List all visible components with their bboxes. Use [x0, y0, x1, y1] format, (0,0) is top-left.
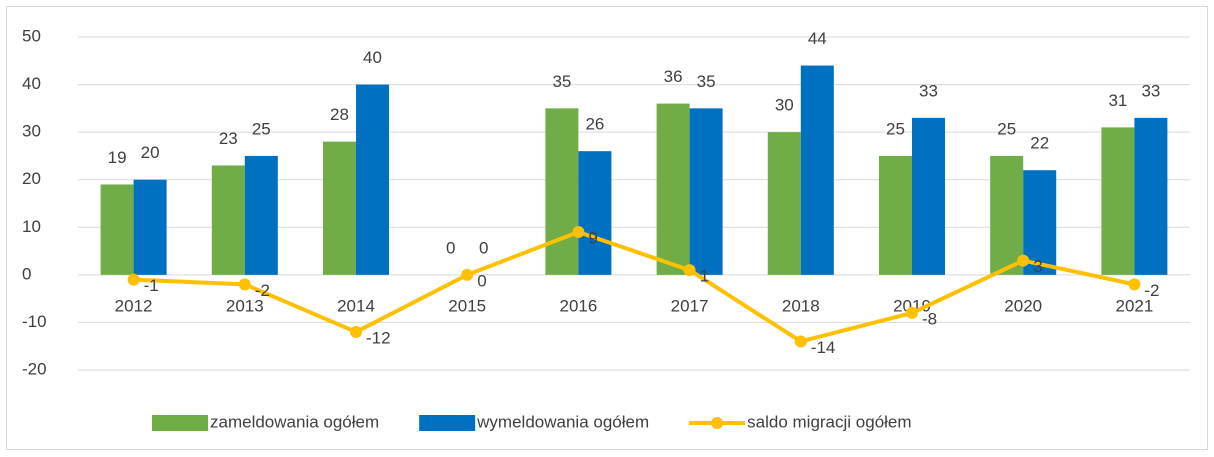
y-tick-label: -10 [22, 312, 47, 331]
line-value-label: -2 [255, 281, 270, 300]
x-tick-label: 2021 [1115, 296, 1153, 315]
bar [912, 117, 945, 275]
y-tick-label: 0 [22, 264, 31, 283]
bar [1134, 117, 1168, 275]
legend-marker [711, 417, 724, 429]
bar-value-label: 36 [664, 67, 683, 86]
line-value-label: -1 [144, 276, 159, 295]
line-marker [794, 335, 807, 348]
bar [689, 108, 723, 275]
y-tick-label: 10 [22, 217, 41, 236]
bar-value-label: 44 [808, 29, 827, 48]
bar-value-label: 22 [1030, 134, 1049, 153]
legend-swatch [419, 415, 476, 431]
bar-value-label: 20 [141, 143, 160, 162]
line-marker [683, 264, 696, 277]
line-value-label: 9 [588, 229, 597, 248]
bar-value-label: 30 [775, 96, 794, 115]
bar-value-label: 25 [886, 119, 905, 138]
bar-value-label: 26 [585, 115, 604, 134]
line-marker [1128, 278, 1141, 291]
bar-value-label: 0 [446, 238, 455, 257]
bar [133, 179, 167, 275]
y-tick-label: -20 [22, 359, 47, 378]
bar-value-label: 19 [108, 148, 127, 167]
line-marker [572, 226, 585, 239]
x-tick-label: 2020 [1004, 296, 1042, 315]
line-marker [127, 273, 140, 286]
y-tick-label: 40 [22, 74, 41, 93]
bar-value-label: 0 [479, 238, 488, 257]
legend-label: zameldowania ogółem [210, 412, 379, 431]
x-tick-label: 2014 [337, 296, 375, 315]
bar-value-label: 25 [252, 119, 271, 138]
bar-value-label: 35 [552, 72, 571, 91]
bar [879, 155, 912, 275]
x-tick-label: 2017 [671, 296, 709, 315]
y-tick-label: 20 [22, 169, 41, 188]
bar [356, 84, 389, 275]
bar [244, 155, 278, 275]
bar-value-label: 33 [919, 81, 938, 100]
bar [578, 151, 612, 275]
legend-swatch [152, 415, 208, 431]
bar-value-label: 25 [997, 119, 1016, 138]
bar [100, 184, 134, 275]
x-tick-label: 2016 [559, 296, 597, 315]
bar [1023, 170, 1057, 275]
y-tick-label: 50 [22, 26, 41, 45]
line-value-label: 0 [477, 271, 486, 290]
line-value-label: -8 [922, 309, 937, 328]
line-marker [906, 306, 918, 319]
x-tick-label: 2013 [226, 296, 264, 315]
bar [211, 165, 245, 275]
bar-value-label: 40 [363, 48, 382, 67]
line-value-label: -14 [811, 338, 836, 357]
x-tick-label: 2015 [448, 296, 486, 315]
bar [323, 141, 356, 275]
line-value-label: 3 [1033, 257, 1042, 276]
legend-label: wymeldowania ogółem [476, 412, 649, 431]
bar [990, 155, 1024, 275]
bar [545, 108, 579, 275]
x-tick-label: 2012 [115, 296, 153, 315]
bar-value-label: 31 [1108, 91, 1127, 110]
bar-value-label: 28 [330, 105, 349, 124]
line [133, 230, 1135, 344]
bar-value-label: 23 [219, 129, 238, 148]
legend-label: saldo migracji ogółem [747, 412, 911, 431]
bar [1101, 127, 1135, 275]
line-marker [238, 278, 251, 291]
bar-value-label: 35 [697, 72, 716, 91]
bar [656, 103, 690, 275]
line-marker [350, 325, 362, 338]
line-value-label: -12 [366, 328, 391, 347]
x-tick-label: 2018 [782, 296, 820, 315]
bar [767, 132, 801, 275]
line-marker [461, 268, 474, 281]
bar-value-label: 33 [1141, 81, 1160, 100]
line-marker [1017, 254, 1030, 267]
line-value-label: 1 [700, 267, 709, 286]
bar [800, 65, 834, 275]
y-tick-label: 30 [22, 122, 41, 141]
line-value-label: -2 [1144, 281, 1159, 300]
